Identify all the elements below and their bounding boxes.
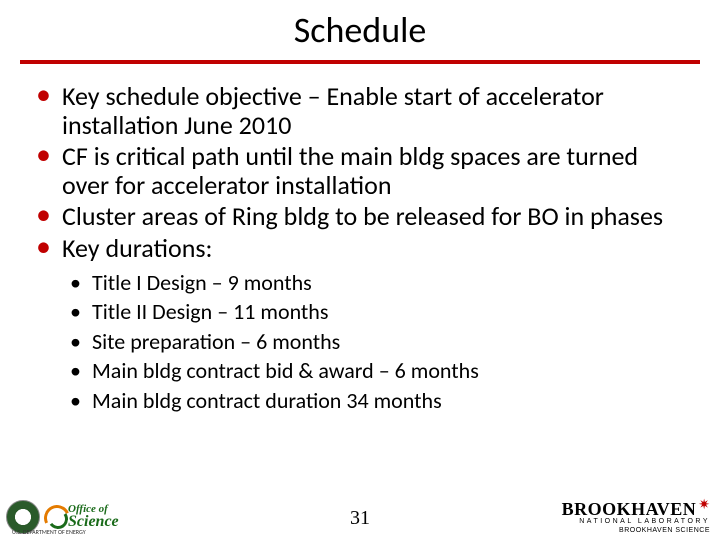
office-text: Office of Science: [68, 505, 119, 529]
footer-right: BROOKHAVEN ✷ NATIONAL LABORATORY BROOKHA…: [562, 499, 710, 534]
sub-bullet: Title I Design – 9 months: [70, 269, 686, 297]
main-bullet: CF is critical path until the main bldg …: [34, 142, 686, 200]
sub-bullet: Site preparation – 6 months: [70, 328, 686, 356]
main-bullet-list: Key schedule objective – Enable start of…: [34, 82, 686, 263]
content-area: Key schedule objective – Enable start of…: [0, 82, 720, 414]
sub-bullet-list: Title I Design – 9 months Title II Desig…: [70, 269, 686, 415]
bnl-name: BROOKHAVEN: [562, 499, 697, 520]
science-label: Science: [68, 515, 119, 529]
footer-left: Office of Science U.S. DEPARTMENT OF ENE…: [6, 500, 119, 534]
main-bullet: Key durations:: [34, 234, 686, 263]
bnl-subtitle: NATIONAL LABORATORY: [562, 518, 710, 525]
main-bullet: Key schedule objective – Enable start of…: [34, 82, 686, 140]
slide-title: Schedule: [0, 0, 720, 56]
main-bullet: Cluster areas of Ring bldg to be release…: [34, 202, 686, 231]
sub-bullet: Title II Design – 11 months: [70, 298, 686, 326]
sub-bullet: Main bldg contract bid & award – 6 month…: [70, 357, 686, 385]
bnl-burst-icon: ✷: [698, 496, 710, 513]
bnl-science-label: BROOKHAVEN SCIENCE: [562, 527, 710, 534]
title-underline: [20, 60, 700, 64]
brookhaven-logo: BROOKHAVEN ✷: [562, 499, 710, 520]
slide-number: 31: [350, 507, 370, 530]
office-of-science-logo: Office of Science: [44, 503, 119, 531]
sub-bullet: Main bldg contract duration 34 months: [70, 387, 686, 415]
science-swoosh-icon: [44, 503, 66, 531]
doe-label: U.S. DEPARTMENT OF ENERGY: [12, 528, 86, 536]
